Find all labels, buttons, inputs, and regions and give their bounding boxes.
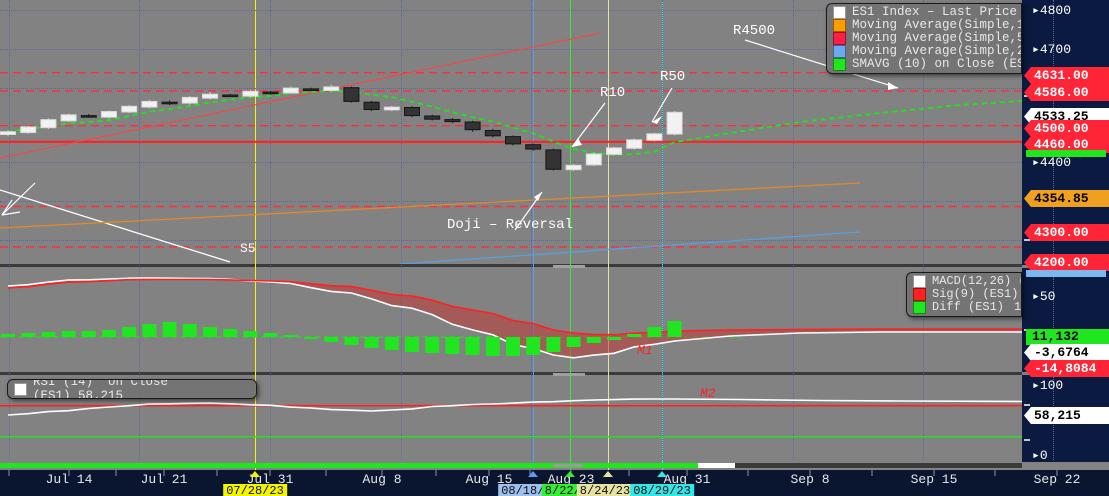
svg-text:Doji – Reversal: Doji – Reversal [447,217,573,233]
svg-text:R10: R10 [600,85,625,101]
svg-text:R50: R50 [660,69,685,85]
svg-text:S5: S5 [240,241,256,256]
svg-text:▸0: ▸0 [1032,448,1048,462]
svg-text:M2: M2 [700,386,716,401]
svg-text:R4500: R4500 [733,23,775,39]
svg-text:M1: M1 [637,343,653,358]
svg-text:▸4400: ▸4400 [1032,155,1071,170]
svg-text:▸100: ▸100 [1032,378,1063,393]
svg-text:▸50: ▸50 [1032,289,1055,304]
svg-text:▸4800: ▸4800 [1032,3,1071,18]
svg-text:▸4700: ▸4700 [1032,42,1071,57]
